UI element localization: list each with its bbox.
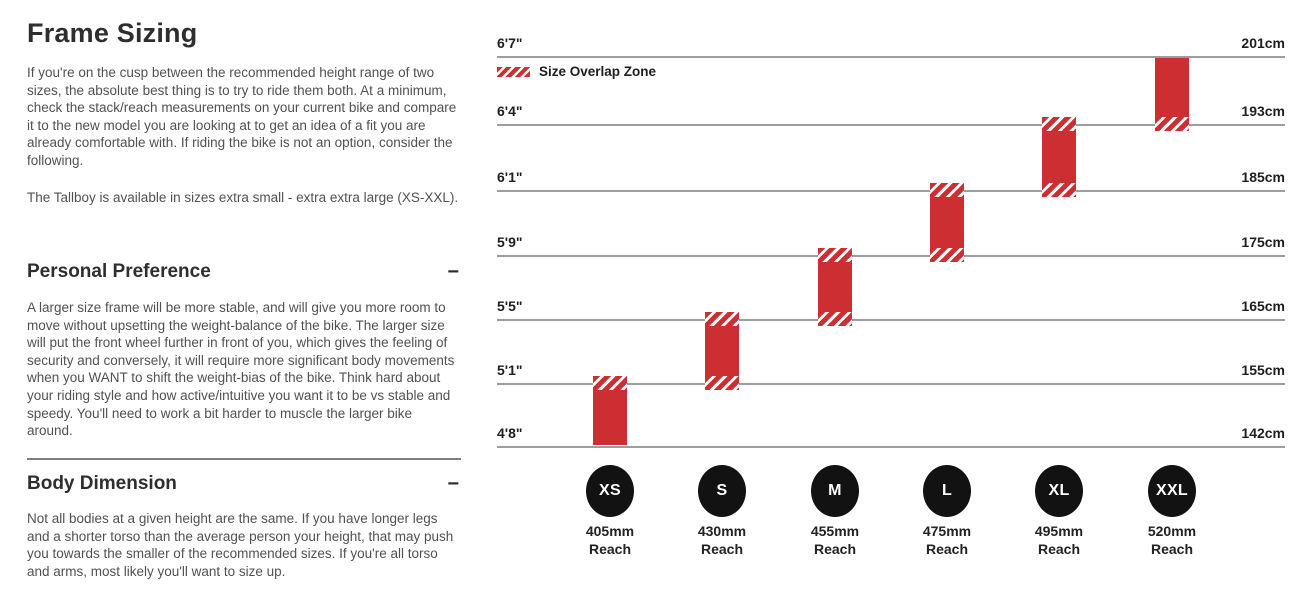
height-label-cm: 142cm (1241, 425, 1285, 441)
height-label-ft: 6'1" (497, 169, 523, 185)
collapse-minus-icon[interactable]: − (447, 473, 459, 495)
size-circle-S: S (698, 465, 746, 517)
reach-word-L: Reach (925, 541, 969, 557)
height-label-ft: 4'8" (497, 425, 523, 441)
gridline (497, 383, 1285, 385)
height-label-cm: 185cm (1241, 169, 1285, 185)
size-circle-label: XL (1048, 482, 1070, 499)
gridline (497, 124, 1285, 126)
height-label-ft: 5'5" (497, 298, 523, 314)
gridline (497, 56, 1285, 58)
size-bar-overlap-bottom-XXL (1155, 117, 1189, 131)
gridline (497, 446, 1285, 448)
size-circle-XL: XL (1035, 465, 1083, 517)
size-bar-L (930, 197, 964, 248)
section-header-body-dimension[interactable]: Body Dimension − (27, 473, 461, 495)
gridline (497, 255, 1285, 257)
size-bar-XXL (1155, 58, 1189, 117)
height-label-ft: 6'7" (497, 35, 523, 51)
size-circle-label: L (941, 482, 953, 499)
height-label-cm: 201cm (1241, 35, 1285, 51)
size-bar-overlap-top-L (930, 183, 964, 197)
section-divider (27, 458, 461, 460)
section-title-personal-preference: Personal Preference (27, 261, 211, 282)
size-bar-overlap-bottom-S (705, 376, 739, 390)
size-circle-label: M (828, 482, 842, 499)
height-label-cm: 193cm (1241, 103, 1285, 119)
reach-label-S: 430mm (697, 523, 747, 539)
reach-label-M: 455mm (810, 523, 860, 539)
reach-word-S: Reach (700, 541, 744, 557)
section-title-body-dimension: Body Dimension (27, 473, 177, 494)
size-bar-S (705, 326, 739, 376)
reach-label-XL: 495mm (1034, 523, 1084, 539)
reach-label-XS: 405mm (585, 523, 635, 539)
size-bar-overlap-bottom-M (818, 312, 852, 326)
gridline (497, 190, 1285, 192)
height-label-cm: 175cm (1241, 234, 1285, 250)
size-circle-L: L (923, 465, 971, 517)
legend-label: Size Overlap Zone (539, 64, 657, 79)
size-bar-overlap-top-XS (593, 376, 627, 390)
size-circle-M: M (811, 465, 859, 517)
reach-word-M: Reach (813, 541, 857, 557)
size-bar-overlap-bottom-L (930, 248, 964, 262)
size-circle-label: XXL (1155, 482, 1189, 499)
height-label-ft: 5'9" (497, 234, 523, 250)
reach-word-XL: Reach (1037, 541, 1081, 557)
intro-paragraph-1: If you're on the cusp between the recomm… (27, 65, 457, 168)
size-circle-XS: XS (586, 465, 634, 517)
height-label-ft: 5'1" (497, 362, 523, 378)
page-title: Frame Sizing (27, 18, 198, 48)
overlap-hatch-icon (497, 67, 530, 77)
size-bar-overlap-top-XL (1042, 117, 1076, 131)
reach-label-XXL: 520mm (1147, 523, 1197, 539)
size-bar-XS (593, 390, 627, 445)
collapse-minus-icon[interactable]: − (447, 261, 459, 283)
size-circle-label: XS (599, 482, 621, 499)
reach-label-L: 475mm (922, 523, 972, 539)
size-bar-overlap-bottom-XL (1042, 183, 1076, 197)
gridline (497, 319, 1285, 321)
size-bar-XL (1042, 131, 1076, 183)
height-label-cm: 165cm (1241, 298, 1285, 314)
size-bar-M (818, 262, 852, 312)
height-label-ft: 6'4" (497, 103, 523, 119)
body-dimension-body: Not all bodies at a given height are the… (27, 511, 454, 579)
size-bar-overlap-top-M (818, 248, 852, 262)
section-header-personal-preference[interactable]: Personal Preference − (27, 261, 461, 283)
size-bar-overlap-top-S (705, 312, 739, 326)
personal-preference-body: A larger size frame will be more stable,… (27, 300, 455, 439)
intro-paragraph-2: The Tallboy is available in sizes extra … (27, 190, 459, 205)
size-circle-label: S (716, 482, 728, 499)
size-circle-XXL: XXL (1148, 465, 1196, 517)
reach-word-XXL: Reach (1150, 541, 1194, 557)
height-label-cm: 155cm (1241, 362, 1285, 378)
reach-word-XS: Reach (588, 541, 632, 557)
